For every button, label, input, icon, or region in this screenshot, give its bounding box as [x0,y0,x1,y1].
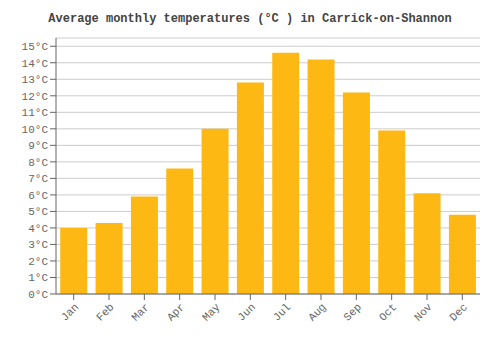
svg-text:Jun: Jun [235,301,257,323]
svg-text:15°C: 15°C [22,41,49,53]
svg-text:8°C: 8°C [28,157,48,169]
svg-text:11°C: 11°C [22,107,49,119]
svg-text:Apr: Apr [165,301,187,323]
svg-text:13°C: 13°C [22,74,49,86]
svg-text:Jul: Jul [271,301,293,323]
svg-text:Jan: Jan [59,301,81,323]
svg-text:14°C: 14°C [22,58,49,70]
svg-text:3°C: 3°C [28,239,48,251]
svg-text:5°C: 5°C [28,206,48,218]
html-text:Average monthly temperatures (: Average monthly temperatures (°C ) in Ca… [48,12,452,26]
svg-text:Sep: Sep [341,301,363,323]
svg-text:4°C: 4°C [28,223,48,235]
svg-text:0°C: 0°C [28,289,48,301]
svg-text:6°C: 6°C [28,190,48,202]
svg-text:1°C: 1°C [28,272,48,284]
svg-text:9°C: 9°C [28,140,48,152]
svg-text:7°C: 7°C [28,173,48,185]
svg-text:Feb: Feb [94,301,116,323]
svg-text:12°C: 12°C [22,91,49,103]
svg-text:Aug: Aug [306,301,328,323]
svg-text:10°C: 10°C [22,124,49,136]
svg-text:Mar: Mar [129,301,151,323]
svg-text:May: May [200,301,223,324]
svg-text:Nov: Nov [412,301,435,324]
svg-text:Oct: Oct [377,301,399,323]
svg-text:2°C: 2°C [28,256,48,268]
svg-text:Dec: Dec [447,301,469,323]
